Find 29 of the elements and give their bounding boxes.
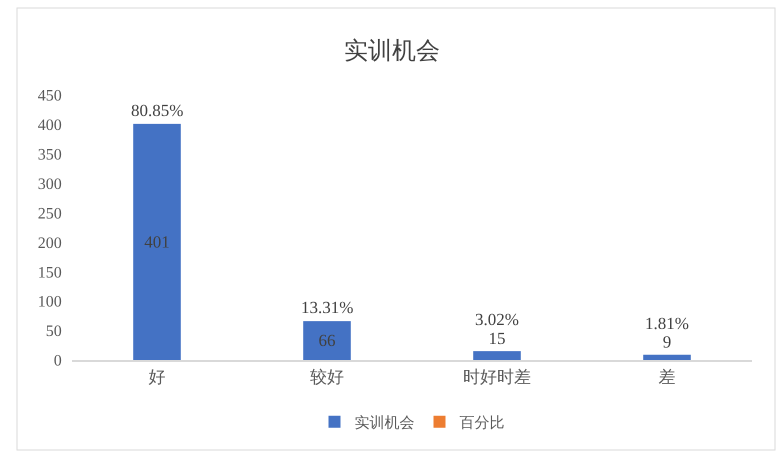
y-tick-label: 350 (38, 146, 62, 164)
legend-label: 实训机会 (354, 414, 414, 432)
bar (303, 321, 351, 360)
data-label: 401 (144, 232, 170, 252)
annotation: 80.85% (131, 101, 184, 120)
y-tick-label: 0 (54, 352, 62, 370)
y-tick-label: 200 (38, 234, 62, 252)
data-label: 9 (662, 332, 672, 352)
data-label: 66 (318, 331, 336, 350)
y-tick-label: 100 (38, 294, 62, 311)
x-tick-label: 好 (148, 367, 166, 386)
x-tick-label: 时好时差 (463, 367, 531, 386)
bar (643, 354, 691, 360)
y-tick-label: 150 (38, 264, 62, 282)
bar (473, 351, 521, 360)
annotation: 13.31% (301, 298, 354, 317)
y-tick-label: 450 (38, 88, 62, 105)
y-tick-label: 250 (38, 205, 62, 222)
legend-label: 百分比 (460, 414, 504, 432)
y-tick-label: 400 (38, 117, 62, 134)
x-tick-label: 差 (658, 367, 676, 386)
annotation: 1.81% (645, 314, 689, 333)
bar (133, 124, 181, 360)
data-label: 15 (488, 329, 506, 348)
y-tick-label: 50 (46, 323, 62, 340)
x-tick-label: 较好 (310, 367, 344, 386)
annotation: 3.02% (475, 310, 519, 329)
chart-title: 实训机会 (344, 36, 440, 64)
y-tick-label: 300 (38, 176, 62, 193)
